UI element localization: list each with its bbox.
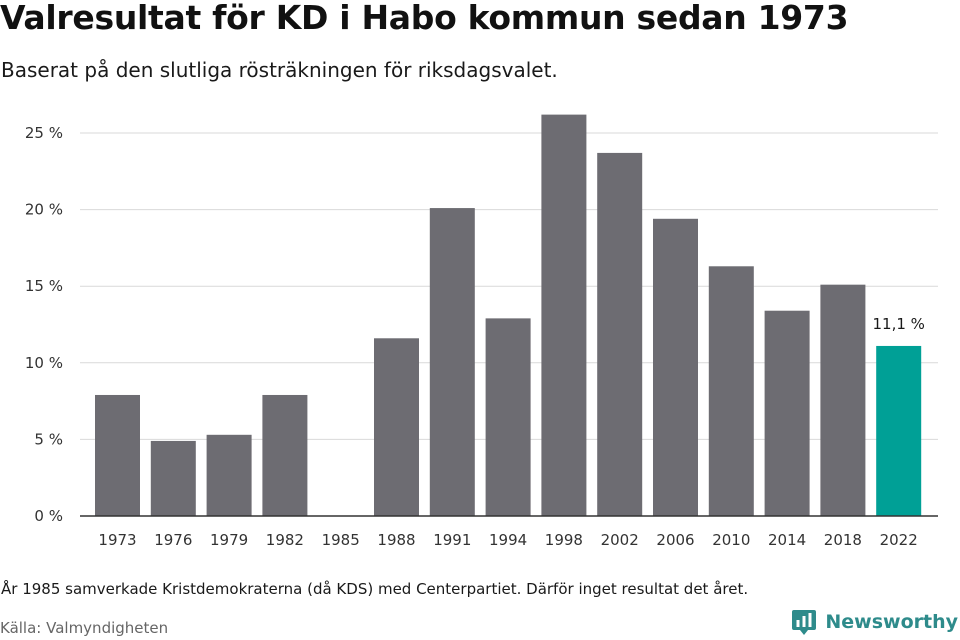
bar-2006 [653, 218, 698, 517]
x-tick-label: 1998 [545, 531, 583, 549]
bar-1979 [206, 434, 252, 516]
x-tick-label: 1988 [377, 531, 415, 549]
x-tick-label: 1985 [322, 531, 360, 549]
x-tick-label: 1976 [154, 531, 192, 549]
x-tick-label: 2022 [880, 531, 918, 549]
bar-1988 [374, 338, 419, 516]
x-tick-label: 1991 [433, 531, 471, 549]
source-note: Källa: Valmyndigheten [0, 619, 169, 637]
y-tick-label: 25 % [25, 124, 63, 142]
bar-1982 [262, 394, 308, 516]
y-tick-label: 15 % [25, 277, 63, 295]
bar-2022 [876, 345, 922, 516]
footnote: År 1985 samverkade Kristdemokraterna (då… [1, 580, 749, 598]
x-tick-label: 2002 [601, 531, 639, 549]
y-tick-label: 0 % [34, 507, 63, 525]
chart-title: Valresultat för KD i Habo kommun sedan 1… [0, 0, 849, 37]
bar-1998 [541, 114, 587, 516]
bar-2018 [820, 284, 866, 516]
bar-1976 [150, 440, 196, 516]
y-tick-label: 5 % [34, 430, 63, 448]
bar-1973 [95, 394, 140, 516]
x-tick-label: 2010 [712, 531, 750, 549]
x-tick-label: 1979 [210, 531, 248, 549]
bar-2014 [764, 310, 810, 516]
y-tick-label: 10 % [25, 354, 63, 372]
x-tick-label: 1973 [98, 531, 136, 549]
bar-chart: 0 % 5 % 10 % 15 % 20 % 25 % 1973 1976 1979 1982 19… [25, 114, 938, 549]
bar-1991 [429, 208, 475, 516]
bar-2002 [597, 152, 643, 516]
y-tick-label: 20 % [25, 201, 63, 219]
chart-subtitle: Baserat på den slutliga rösträkningen fö… [1, 58, 558, 82]
bar-1994 [485, 318, 531, 516]
data-label: 11,1 % [872, 315, 924, 333]
x-tick-label: 1994 [489, 531, 527, 549]
brand: Newsworthy [791, 608, 958, 636]
bar-2010 [708, 266, 754, 516]
newsworthy-logo-icon [792, 610, 817, 635]
x-tick-label: 2006 [656, 531, 694, 549]
brand-name: Newsworthy [825, 611, 958, 633]
x-tick-label: 2014 [768, 531, 806, 549]
x-tick-label: 2018 [824, 531, 862, 549]
x-tick-label: 1982 [266, 531, 304, 549]
